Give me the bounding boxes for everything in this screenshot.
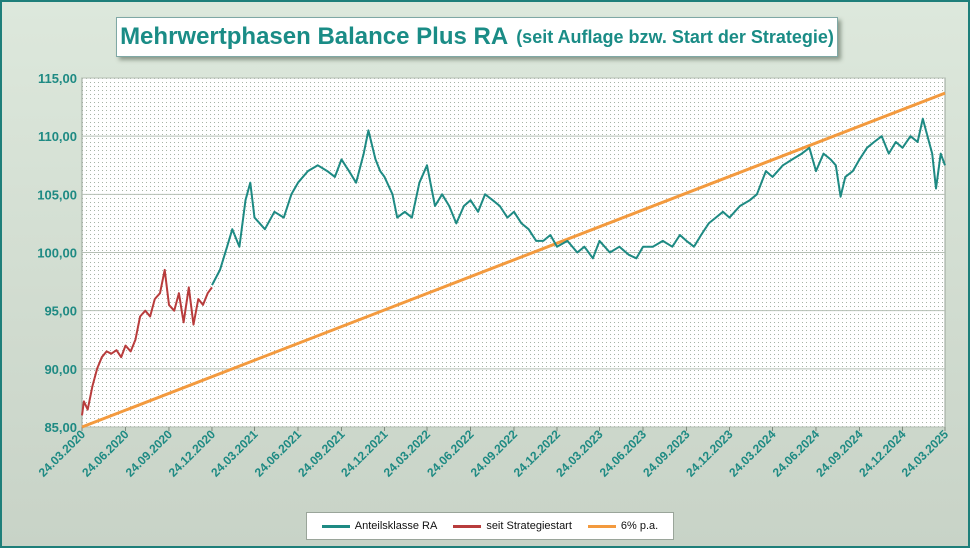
- legend-label-ra: Anteilsklasse RA: [354, 520, 438, 532]
- x-tick-label: 24.03.2025: [899, 427, 952, 480]
- y-tick-label: 110,00: [38, 129, 77, 144]
- y-tick-label: 85,00: [44, 420, 77, 435]
- series-line-6pct: [81, 91, 946, 429]
- legend-label-start: seit Strategiestart: [486, 520, 572, 532]
- legend-label-6pct: 6% p.a.: [620, 520, 659, 532]
- y-tick-label: 90,00: [44, 362, 77, 377]
- chart-legend: Anteilsklasse RA seit Strategiestart 6% …: [306, 512, 674, 540]
- legend-item-ra: Anteilsklasse RA: [321, 520, 438, 532]
- chart-subtitle: (seit Auflage bzw. Start der Strategie): [516, 26, 834, 47]
- legend-item-6pct: 6% p.a.: [587, 520, 659, 532]
- legend-swatch-start: [453, 524, 482, 528]
- legend-item-start: seit Strategiestart: [453, 520, 572, 532]
- legend-swatch-ra: [321, 524, 350, 528]
- y-tick-label: 105,00: [37, 187, 77, 202]
- series-line-strategiestart: [81, 268, 213, 416]
- chart-title: Mehrwertphasen Balance Plus RA: [120, 23, 509, 50]
- series-line-anteilsklasse-ra: [211, 117, 946, 286]
- chart-title-box: Mehrwertphasen Balance Plus RA (seit Auf…: [116, 17, 838, 57]
- y-tick-label: 95,00: [44, 304, 77, 319]
- y-tick-label: 100,00: [37, 246, 77, 261]
- y-tick-label: 115,00: [38, 71, 77, 86]
- legend-swatch-6pct: [587, 524, 616, 528]
